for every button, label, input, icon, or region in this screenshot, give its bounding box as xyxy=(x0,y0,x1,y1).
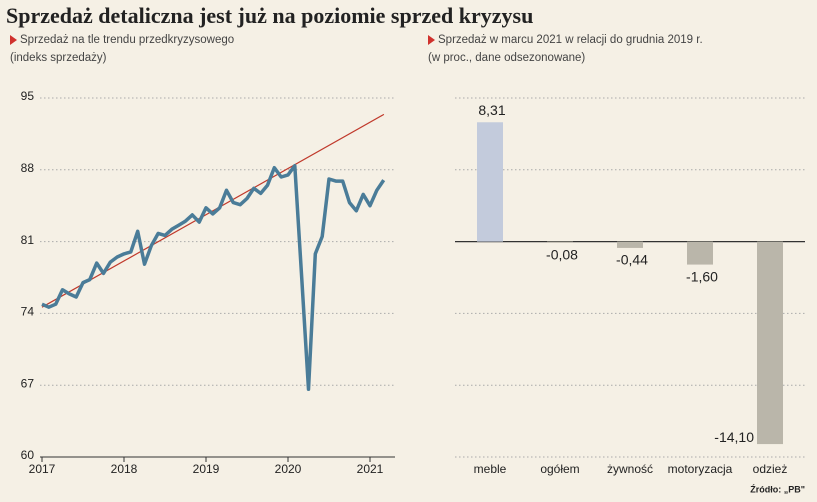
y-tick-label: 67 xyxy=(21,376,35,390)
subtitle: Sprzedaż na tle trendu przedkryzysowego xyxy=(20,34,234,46)
y-tick-label: 60 xyxy=(21,448,35,462)
marker xyxy=(10,35,17,45)
y-label: (w proc., dane odsezonowane) xyxy=(428,52,585,64)
x-tick-label: żywność xyxy=(607,462,653,476)
y-tick-label: 74 xyxy=(21,305,35,319)
y-tick-label: 95 xyxy=(21,89,35,103)
x-tick-label: 2018 xyxy=(111,462,138,476)
source: Źródło: „PB" xyxy=(750,484,805,494)
x-tick-label: 2020 xyxy=(275,462,302,476)
bar xyxy=(757,241,783,445)
x-tick-label: 2017 xyxy=(29,462,56,476)
x-tick-label: 2021 xyxy=(357,462,384,476)
chart-title: Sprzedaż detaliczna jest już na poziomie… xyxy=(6,3,533,28)
y-tick-label: 88 xyxy=(21,161,35,175)
value-label: -0,44 xyxy=(616,252,648,268)
bar xyxy=(547,241,573,243)
x-tick-label: meble xyxy=(474,462,507,476)
x-tick-label: 2019 xyxy=(193,462,220,476)
value-label: -0,08 xyxy=(546,246,578,262)
trend-line xyxy=(41,113,385,308)
y-label: (indeks sprzedaży) xyxy=(10,52,107,64)
value-label: 8,31 xyxy=(478,102,505,118)
x-tick-label: ogółem xyxy=(540,462,579,476)
y-tick-label: 81 xyxy=(21,233,35,247)
marker xyxy=(428,35,435,45)
line xyxy=(41,163,386,392)
bar xyxy=(477,122,503,242)
bar xyxy=(687,241,713,265)
value-label: -1,60 xyxy=(686,268,718,284)
x-tick-label: odzież xyxy=(753,462,788,476)
bar xyxy=(617,241,643,248)
x-tick-label: motoryzacja xyxy=(668,462,733,476)
subtitle: Sprzedaż w marcu 2021 w relacji do grudn… xyxy=(438,34,703,46)
value-label: -14,10 xyxy=(714,429,754,445)
